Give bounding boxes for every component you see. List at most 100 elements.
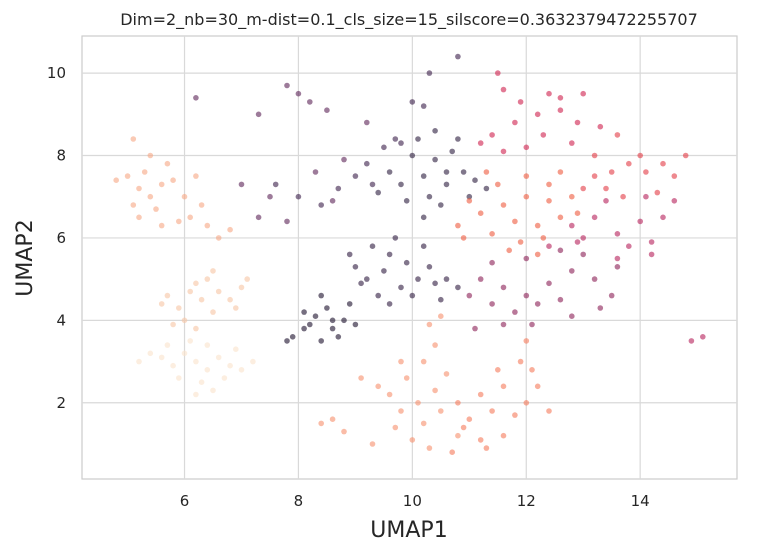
scatter-point [215, 288, 222, 295]
scatter-point [170, 321, 176, 328]
y-tick-label: 6 [56, 229, 66, 247]
scatter-point [398, 284, 404, 291]
scatter-point [324, 107, 330, 113]
scatter-point [591, 214, 598, 221]
scatter-point [238, 367, 245, 373]
data-points [113, 53, 706, 456]
scatter-point [654, 189, 661, 196]
scatter-point [176, 375, 182, 381]
scatter-point [569, 222, 575, 229]
scatter-point [329, 325, 336, 332]
scatter-point [557, 247, 564, 254]
scatter-point [193, 173, 199, 179]
scatter-point [398, 181, 404, 188]
scatter-point [455, 222, 461, 229]
cluster-9 [455, 169, 581, 258]
scatter-point [221, 375, 228, 381]
scatter-point [438, 408, 444, 414]
scatter-point [176, 305, 182, 311]
scatter-point [381, 144, 387, 151]
scatter-point [580, 251, 586, 258]
y-tick-label: 4 [56, 311, 66, 329]
scatter-point [375, 189, 382, 196]
scatter-point [318, 338, 325, 344]
scatter-point [420, 214, 427, 221]
cluster-11 [318, 313, 461, 451]
cluster-14 [136, 338, 256, 398]
scatter-point [113, 177, 119, 183]
scatter-point [512, 218, 518, 225]
scatter-point [546, 408, 552, 414]
x-tick-label: 8 [294, 492, 304, 510]
scatter-point [580, 90, 586, 97]
scatter-point [455, 284, 461, 291]
scatter-point [164, 342, 171, 348]
scatter-point [210, 268, 216, 274]
scatter-point [517, 99, 524, 105]
scatter-point [608, 169, 615, 175]
scatter-point [438, 313, 444, 320]
scatter-point [318, 202, 325, 208]
plot-area [81, 35, 738, 480]
scatter-point [483, 185, 490, 192]
scatter-point [136, 358, 142, 365]
scatter-point [443, 169, 450, 175]
scatter-point [534, 383, 541, 390]
scatter-point [346, 251, 353, 258]
scatter-point [500, 432, 507, 439]
scatter-point [409, 152, 416, 159]
scatter-point [648, 239, 655, 245]
scatter-point [358, 375, 364, 381]
scatter-point [700, 334, 706, 340]
scatter-point [506, 247, 512, 254]
scatter-point [460, 169, 467, 175]
scatter-point [193, 358, 199, 365]
scatter-point [238, 181, 245, 188]
scatter-point [591, 152, 598, 159]
scatter-point [517, 358, 524, 365]
scatter-point [443, 181, 450, 188]
scatter-point [301, 325, 307, 332]
x-tick-label: 12 [517, 492, 536, 510]
scatter-point [136, 214, 142, 221]
scatter-point [198, 202, 205, 208]
scatter-point [426, 445, 433, 451]
scatter-point [517, 239, 524, 245]
scatter-point [398, 140, 404, 146]
scatter-point [466, 193, 473, 200]
cluster-0 [284, 292, 359, 344]
scatter-point [272, 181, 279, 188]
cluster-8 [580, 132, 689, 200]
scatter-point [176, 218, 182, 225]
cluster-7 [477, 70, 604, 155]
scatter-point [335, 185, 342, 192]
scatter-point [284, 218, 290, 225]
scatter-point [569, 193, 575, 200]
scatter-point [381, 268, 387, 274]
scatter-point [500, 383, 507, 390]
scatter-point [204, 276, 211, 282]
scatter-point [534, 251, 541, 258]
scatter-point [580, 235, 586, 241]
scatter-point [409, 99, 416, 105]
scatter-point [495, 367, 501, 373]
scatter-point [603, 185, 609, 192]
scatter-point [426, 193, 433, 200]
scatter-point [489, 301, 495, 307]
y-tick-labels: 2 4 6 8 10 [47, 64, 66, 412]
scatter-point [193, 325, 199, 332]
scatter-point [671, 173, 678, 179]
scatter-point [614, 264, 621, 270]
scatter-point [466, 416, 473, 423]
scatter-point [147, 193, 154, 200]
cluster-10 [449, 338, 552, 456]
scatter-point [495, 181, 501, 188]
scatter-point [403, 259, 410, 266]
scatter-point [455, 136, 461, 142]
scatter-point [193, 280, 199, 287]
scatter-point [193, 95, 199, 101]
scatter-point [329, 317, 336, 324]
scatter-point [181, 317, 188, 324]
scatter-point [523, 338, 530, 344]
scatter-point [136, 185, 142, 192]
